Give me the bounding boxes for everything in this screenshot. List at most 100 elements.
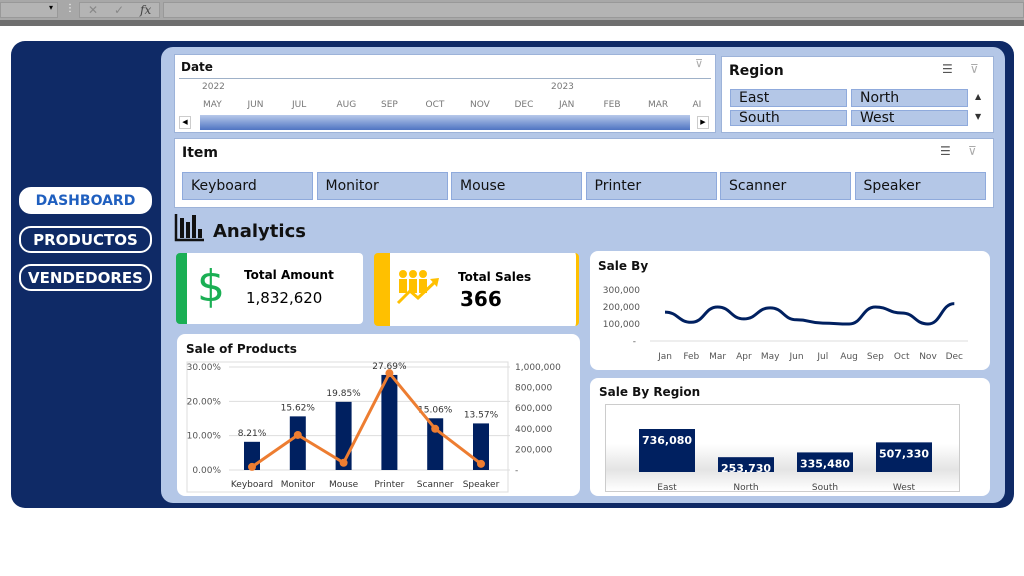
region-slicer: Region ☰ ⊽ East North South West ▲ ▼: [721, 56, 994, 133]
timeline-month[interactable]: NOV: [470, 100, 490, 110]
timeline-month[interactable]: MAR: [648, 100, 669, 110]
timeline-month[interactable]: JAN: [559, 100, 575, 110]
x-tick: Scanner: [417, 480, 454, 490]
chart-title: Sale of Products: [186, 342, 297, 356]
cancel-icon[interactable]: ✕: [88, 3, 99, 17]
y-tick-right: 400,000: [515, 425, 552, 435]
sale-of-products-chart: 0.00% 10.00% 20.00% 30.00% - 200,000 400,000 60…: [186, 361, 561, 493]
total-amount-card: $ Total Amount 1,832,620: [176, 253, 363, 324]
total-sales-label: Total Sales: [458, 270, 532, 284]
x-tick: Printer: [374, 480, 404, 490]
data-label: 19.85%: [326, 389, 361, 399]
timeline-month[interactable]: AUG: [336, 100, 357, 110]
x-tick: Mouse: [329, 480, 359, 490]
date-slicer-title: Date: [181, 60, 213, 74]
nav-vendedores[interactable]: VENDEDORES: [19, 264, 152, 291]
x-tick: Jun: [788, 352, 803, 362]
sale-by-region-chart: 736,080 East 253,730 North 335,480 South 507,3…: [639, 429, 932, 493]
timeline-month[interactable]: JUL: [292, 100, 307, 110]
y-tick: 300,000: [603, 286, 640, 296]
nav-productos[interactable]: PRODUCTOS: [19, 226, 152, 253]
y-tick-right: -: [515, 466, 518, 476]
name-box[interactable]: ▾: [0, 2, 58, 18]
timeline-month[interactable]: FEB: [603, 100, 621, 110]
item-scanner[interactable]: Scanner: [720, 172, 851, 200]
region-west[interactable]: West: [851, 110, 968, 126]
clear-filter-icon[interactable]: ⊽: [968, 144, 977, 158]
x-tick: Aug: [840, 352, 858, 362]
drag-handle-icon[interactable]: ⋮: [65, 3, 75, 14]
sale-by-card: Sale By: [590, 251, 990, 370]
y-tick-left: 30.00%: [187, 363, 222, 373]
item-monitor[interactable]: Monitor: [316, 172, 448, 200]
total-sales-value: 366: [460, 287, 502, 311]
region-south[interactable]: South: [730, 110, 847, 126]
timeline-month[interactable]: AI: [692, 100, 702, 110]
dollar-icon: $: [197, 261, 225, 312]
scroll-right-button[interactable]: ▶: [697, 116, 709, 129]
team-growth-icon: [396, 270, 439, 305]
item-printer[interactable]: Printer: [585, 172, 717, 200]
chevron-down-icon[interactable]: ▾: [48, 3, 53, 12]
insert-function-button[interactable]: fx: [140, 3, 152, 17]
data-label: 8.21%: [238, 429, 267, 439]
x-tick: Nov: [919, 352, 937, 362]
formula-bar-divider: [0, 20, 1024, 26]
x-tick: Feb: [683, 352, 699, 362]
x-tick: Monitor: [281, 480, 316, 490]
timeline-month[interactable]: MAY: [203, 100, 222, 110]
x-tick: Dec: [946, 352, 963, 362]
scroll-down-icon[interactable]: ▼: [975, 112, 982, 121]
line-point: [477, 459, 485, 468]
timeline-month[interactable]: DEC: [514, 100, 534, 110]
timeline-bar[interactable]: [200, 115, 690, 130]
line-point: [339, 458, 348, 467]
sale-by-month-chart: - 100,000 200,000 300,000 Jan Feb Mar Apr May Jun…: [603, 286, 968, 362]
data-label: 13.57%: [464, 410, 499, 420]
date-timeline-slicer: Date ⊽ 2022 2023 MAY JUN JUL AUG SEP OCT NOV DE…: [174, 54, 716, 133]
nav-dashboard[interactable]: DASHBOARD: [19, 187, 152, 214]
x-tick: Speaker: [463, 480, 500, 490]
data-label: 15.06%: [418, 405, 453, 415]
item-speaker[interactable]: Speaker: [854, 172, 986, 200]
x-tick: North: [733, 483, 758, 493]
timeline-month[interactable]: JUN: [247, 100, 264, 110]
scroll-up-icon[interactable]: ▲: [975, 92, 982, 101]
y-tick-left: 0.00%: [192, 466, 221, 476]
y-tick-left: 20.00%: [187, 397, 222, 407]
x-tick: Keyboard: [231, 480, 273, 490]
region-east[interactable]: East: [730, 89, 847, 107]
chart-title: Sale By: [598, 259, 649, 273]
x-tick: West: [893, 483, 916, 493]
chart-title: Sale By Region: [599, 385, 701, 399]
enter-icon[interactable]: ✓: [114, 3, 125, 17]
analytics-title: Analytics: [213, 221, 306, 242]
year-label: 2023: [551, 82, 574, 92]
multi-select-icon[interactable]: ☰: [940, 144, 951, 158]
sales-line: [664, 302, 955, 326]
bar-south: [797, 452, 853, 472]
x-tick: East: [657, 483, 677, 493]
timeline-month[interactable]: OCT: [425, 100, 445, 110]
item-keyboard[interactable]: Keyboard: [182, 172, 313, 200]
bar-monitor: [289, 416, 306, 470]
total-amount-value: 1,832,620: [246, 289, 323, 307]
line-point: [293, 430, 302, 439]
region-north[interactable]: North: [851, 89, 968, 107]
multi-select-icon[interactable]: ☰: [942, 62, 953, 76]
timeline-month[interactable]: SEP: [381, 100, 398, 110]
plot-area: [186, 361, 509, 493]
clear-filter-icon[interactable]: ⊽: [970, 62, 979, 76]
total-sales-card: Total Sales 366: [374, 253, 579, 326]
scroll-left-button[interactable]: ◀: [179, 116, 191, 129]
item-mouse[interactable]: Mouse: [451, 172, 582, 200]
data-label: 507,330: [879, 447, 929, 460]
bar-speaker: [473, 423, 489, 470]
item-slicer-title: Item: [182, 145, 218, 161]
data-label: 27.69%: [372, 362, 407, 372]
formula-input[interactable]: [163, 2, 1024, 18]
bar-east: [639, 429, 695, 472]
sales-line: [251, 370, 482, 469]
clear-filter-icon[interactable]: ⊽: [695, 57, 704, 70]
x-tick: Mar: [709, 352, 726, 362]
